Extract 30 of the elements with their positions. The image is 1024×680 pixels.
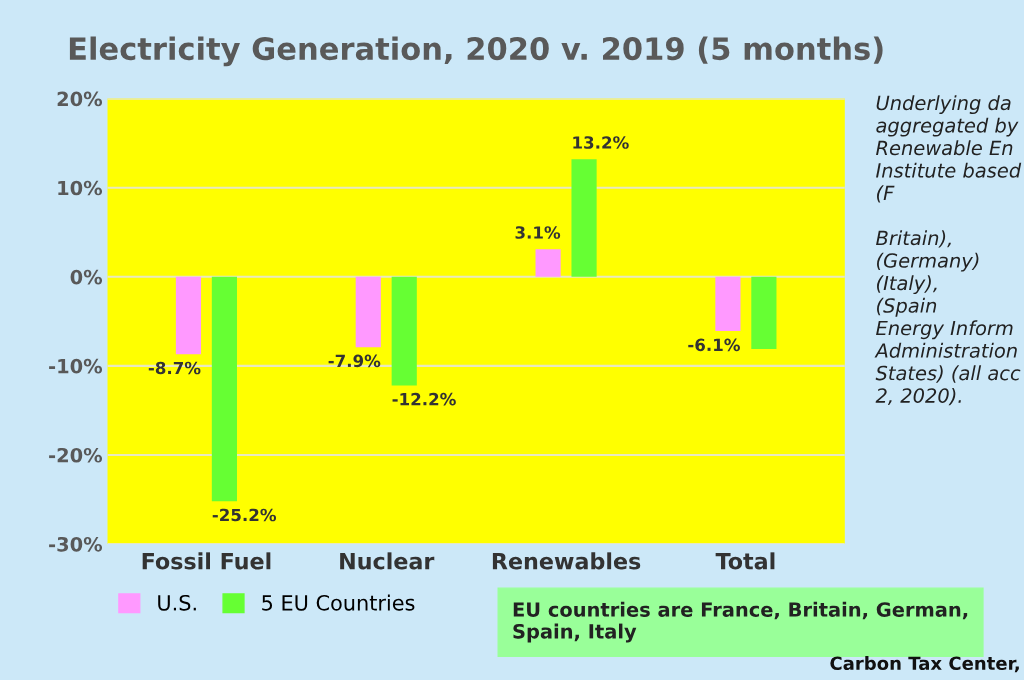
legend-label: 5 EU Countries [262, 594, 415, 611]
data-label: 3.1% [515, 226, 561, 239]
text: Carbon Tax Center, [830, 656, 1019, 673]
legend-label: U.S. [158, 594, 196, 611]
bar [751, 276, 777, 349]
y-tick-label: -30% [49, 536, 103, 552]
data-label: -25.2% [212, 508, 277, 522]
y-tick-label: 20% [57, 91, 103, 107]
y-tick-label: -10% [49, 358, 103, 374]
y-tick-label: 10% [58, 180, 103, 196]
x-tick-label: Renewables [492, 552, 641, 570]
bar [391, 276, 417, 386]
x-tick-label: Nuclear [340, 552, 435, 570]
y-tick-label: 0% [70, 269, 103, 285]
bar [535, 249, 561, 277]
text: EU countries are France, Britain, German, Spain, Italy [513, 601, 968, 643]
chart-title: Electricity Generation, 2020 v. 2019 (5 months) [69, 36, 883, 67]
bar [571, 159, 597, 277]
bar [211, 276, 237, 502]
text: Underlying da aggregated by Renewable En Institute based (F Britain), (Germany) (Italy), (Spain Energy Inform Administration States) (all acc 2, 2020). [874, 95, 1022, 406]
data-label: -6.1% [688, 338, 740, 352]
bar [355, 276, 381, 348]
x-tick-label: Total [715, 552, 775, 570]
y-tick-label: -20% [49, 447, 103, 463]
bar [715, 276, 741, 332]
data-label: 13.2% [573, 136, 629, 149]
data-label: -12.2% [392, 392, 456, 406]
bar [175, 276, 202, 355]
data-label: -7.9% [328, 354, 381, 368]
x-tick-label: Fossil Fuel [142, 552, 271, 570]
